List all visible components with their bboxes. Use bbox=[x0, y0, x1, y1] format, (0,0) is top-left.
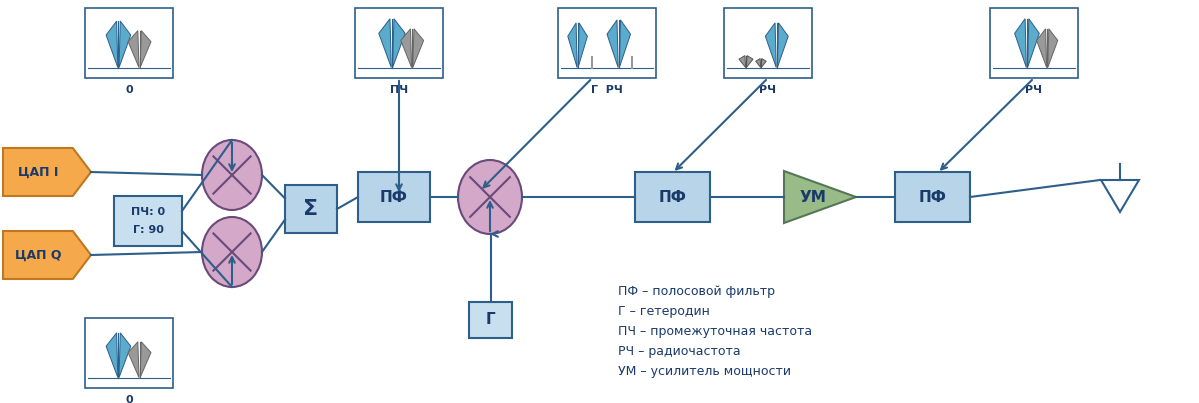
Polygon shape bbox=[765, 23, 776, 67]
Bar bbox=[558, 8, 656, 78]
Text: Г: 90: Г: 90 bbox=[133, 225, 163, 235]
Text: ПЧ: 0: ПЧ: 0 bbox=[131, 207, 165, 217]
Polygon shape bbox=[4, 231, 91, 279]
Text: УМ: УМ bbox=[800, 189, 826, 204]
Polygon shape bbox=[400, 29, 411, 67]
Polygon shape bbox=[107, 21, 118, 67]
Text: РЧ – радиочастота: РЧ – радиочастота bbox=[617, 345, 741, 358]
Bar bbox=[85, 318, 173, 388]
Polygon shape bbox=[140, 31, 151, 67]
Polygon shape bbox=[568, 23, 577, 67]
Text: Г: Г bbox=[486, 312, 495, 328]
Polygon shape bbox=[777, 23, 788, 67]
Polygon shape bbox=[1037, 29, 1047, 67]
Bar bbox=[724, 8, 812, 78]
Polygon shape bbox=[1028, 19, 1040, 67]
Text: 0: 0 bbox=[125, 395, 133, 403]
Text: ПФ – полосовой фильтр: ПФ – полосовой фильтр bbox=[617, 285, 775, 298]
Polygon shape bbox=[746, 56, 753, 67]
Bar bbox=[469, 302, 512, 338]
Polygon shape bbox=[1048, 29, 1058, 67]
Bar bbox=[355, 8, 442, 78]
Text: ПФ: ПФ bbox=[918, 189, 946, 204]
Bar bbox=[894, 172, 970, 222]
Polygon shape bbox=[412, 29, 423, 67]
Text: ПФ: ПФ bbox=[380, 189, 408, 204]
Polygon shape bbox=[140, 342, 151, 378]
Polygon shape bbox=[119, 333, 131, 378]
Polygon shape bbox=[379, 19, 391, 67]
Polygon shape bbox=[392, 19, 405, 67]
Polygon shape bbox=[128, 342, 139, 378]
Bar bbox=[359, 172, 430, 222]
Text: ПЧ: ПЧ bbox=[390, 85, 408, 95]
Polygon shape bbox=[1101, 180, 1139, 212]
Polygon shape bbox=[761, 58, 766, 67]
Bar bbox=[85, 8, 173, 78]
Text: РЧ: РЧ bbox=[1025, 85, 1042, 95]
Text: Г  РЧ: Г РЧ bbox=[591, 85, 622, 95]
Polygon shape bbox=[1014, 19, 1026, 67]
Bar bbox=[635, 172, 710, 222]
Text: ЦАП I: ЦАП I bbox=[18, 166, 58, 179]
Polygon shape bbox=[107, 333, 118, 378]
Text: ПФ: ПФ bbox=[658, 189, 687, 204]
Polygon shape bbox=[620, 20, 631, 67]
Polygon shape bbox=[784, 171, 856, 223]
Polygon shape bbox=[578, 23, 588, 67]
Text: УМ – усилитель мощности: УМ – усилитель мощности bbox=[617, 365, 791, 378]
Ellipse shape bbox=[201, 140, 263, 210]
Text: ПЧ – промежуточная частота: ПЧ – промежуточная частота bbox=[617, 325, 812, 338]
Text: ЦАП Q: ЦАП Q bbox=[14, 249, 61, 262]
Text: 0: 0 bbox=[125, 85, 133, 95]
Polygon shape bbox=[119, 21, 131, 67]
Ellipse shape bbox=[458, 160, 522, 234]
Polygon shape bbox=[739, 56, 746, 67]
Polygon shape bbox=[128, 31, 139, 67]
Ellipse shape bbox=[201, 217, 263, 287]
Bar bbox=[285, 185, 337, 233]
Polygon shape bbox=[755, 58, 760, 67]
Text: Г – гетеродин: Г – гетеродин bbox=[617, 305, 710, 318]
Polygon shape bbox=[607, 20, 619, 67]
Bar bbox=[114, 196, 182, 246]
Text: Σ: Σ bbox=[303, 199, 319, 219]
Text: РЧ: РЧ bbox=[759, 85, 777, 95]
Polygon shape bbox=[4, 148, 91, 196]
Bar bbox=[990, 8, 1078, 78]
